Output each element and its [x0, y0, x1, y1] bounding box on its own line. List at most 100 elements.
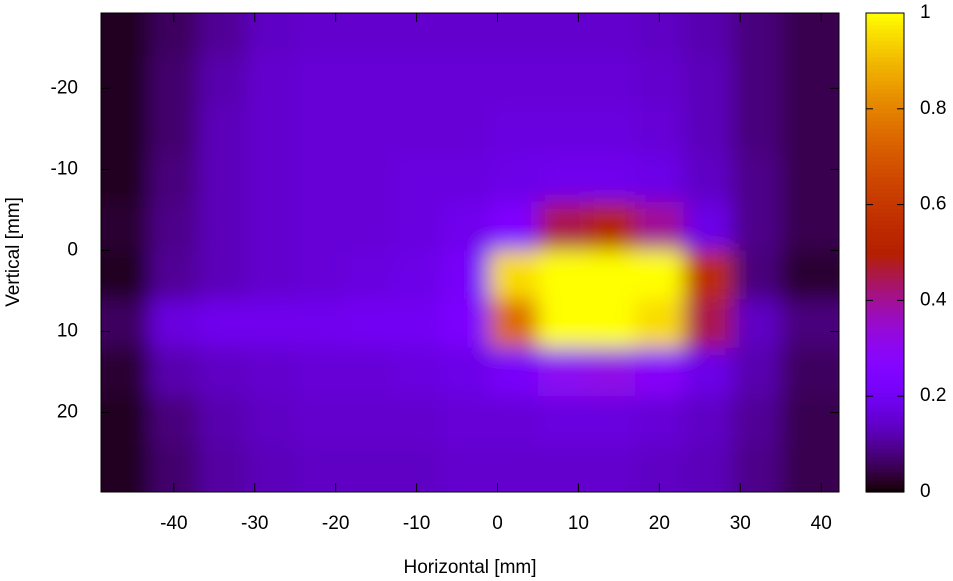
heat-cell [635, 104, 685, 154]
heat-cell [780, 347, 839, 397]
colorbar-step [866, 412, 904, 417]
colorbar-step [866, 384, 904, 389]
heat-cell [732, 55, 782, 106]
heat-cell [683, 299, 733, 349]
x-tick-label: -20 [322, 513, 349, 534]
colorbar-step [866, 404, 904, 409]
colorbar-step [866, 208, 904, 214]
colorbar-tick-label: 1 [920, 2, 931, 23]
heat-cell [732, 250, 782, 300]
colorbar-step [866, 176, 904, 182]
colorbar-step [866, 280, 904, 286]
heat-cell [246, 396, 296, 446]
heat-cell [198, 13, 248, 57]
heat-cell [295, 201, 345, 251]
colorbar-step [866, 32, 904, 38]
heat-cell [537, 396, 588, 446]
heat-cell [246, 250, 296, 300]
heat-cell [101, 13, 151, 57]
heat-cell [101, 299, 151, 349]
colorbar-step [866, 196, 904, 202]
colorbar-step [866, 252, 904, 258]
colorbar-step [866, 76, 904, 82]
x-tick-label: 20 [649, 513, 670, 534]
heat-cell [635, 396, 685, 446]
colorbar-step [866, 48, 904, 54]
heat-cell [489, 55, 539, 106]
colorbar-step [866, 160, 904, 166]
x-tick-label: 0 [492, 513, 503, 534]
heat-cell [343, 104, 393, 154]
colorbar-tick-label: 0.4 [920, 289, 947, 310]
heat-cell [343, 55, 393, 106]
heat-cell [537, 13, 588, 57]
heat-cell [198, 299, 248, 349]
heat-cell [440, 396, 490, 446]
colorbar-step [866, 120, 904, 126]
colorbar-step [866, 452, 904, 457]
x-tick-label: -40 [160, 513, 187, 534]
colorbar-tick-label: 0.6 [920, 194, 946, 215]
y-tick-label: -20 [51, 77, 78, 98]
heat-cell [440, 104, 490, 154]
colorbar-step [866, 336, 904, 341]
heat-cell [198, 153, 248, 203]
heat-cell [683, 250, 733, 300]
heat-cell [537, 201, 588, 251]
colorbar-step [866, 44, 904, 50]
heat-cell [537, 104, 588, 154]
heat-cell [732, 347, 782, 397]
heat-cell [198, 347, 248, 397]
heat-cell [392, 396, 442, 446]
colorbar-step [866, 296, 904, 301]
heat-cell [149, 104, 199, 154]
colorbar-step [866, 124, 904, 130]
colorbar-step [866, 28, 904, 34]
heat-cell [683, 104, 733, 154]
colorbar-step [866, 364, 904, 369]
colorbar-step [866, 388, 904, 393]
x-tick-label: -30 [241, 513, 268, 534]
colorbar-step [866, 460, 904, 465]
heat-cell [101, 153, 151, 203]
heat-cell [101, 104, 151, 154]
colorbar-step [866, 20, 904, 26]
heat-cell [732, 104, 782, 154]
heat-cell [440, 444, 490, 492]
heat-cell [198, 201, 248, 251]
colorbar-step [866, 256, 904, 262]
heat-cell [586, 299, 636, 349]
colorbar-step [866, 436, 904, 441]
colorbar-step [866, 152, 904, 158]
heatmap [101, 13, 839, 492]
colorbar-step [866, 68, 904, 74]
colorbar-step [866, 136, 904, 142]
heat-cell [392, 55, 442, 106]
heat-cell [732, 299, 782, 349]
heat-cell [392, 299, 442, 349]
heat-cell [489, 13, 539, 57]
colorbar-step [866, 88, 904, 94]
heat-cell [343, 396, 393, 446]
heat-cell [440, 153, 490, 203]
heat-cell [392, 201, 442, 251]
colorbar-step [866, 224, 904, 230]
colorbar-step [866, 268, 904, 274]
colorbar-step [866, 292, 904, 298]
heat-cell [198, 55, 248, 106]
heat-cell [635, 347, 685, 397]
heat-cell [635, 201, 685, 251]
colorbar-step [866, 308, 904, 313]
colorbar-step [866, 488, 904, 493]
colorbar-step [866, 264, 904, 270]
x-tick-label: 30 [730, 513, 751, 534]
heat-cell [780, 13, 839, 57]
heat-cell [489, 104, 539, 154]
colorbar-step [866, 356, 904, 361]
colorbar-step [866, 96, 904, 102]
heat-cell [392, 13, 442, 57]
colorbar-step [866, 148, 904, 154]
heat-cell [489, 153, 539, 203]
colorbar-step [866, 248, 904, 254]
y-tick-label: -10 [51, 158, 78, 179]
